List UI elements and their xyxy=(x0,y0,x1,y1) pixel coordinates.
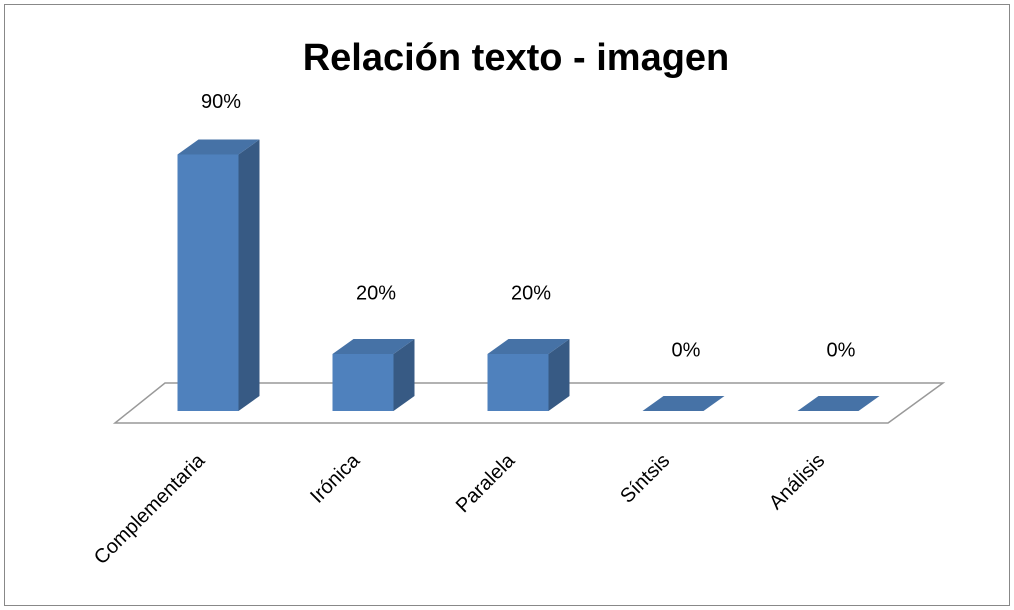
data-label: 20% xyxy=(511,282,551,304)
bar xyxy=(487,339,570,411)
bar-side xyxy=(548,339,570,411)
bar-front xyxy=(177,154,239,411)
data-label: 0% xyxy=(672,339,701,361)
bar xyxy=(642,396,725,411)
bar-top xyxy=(797,396,880,411)
chart-title: Relación texto - imagen xyxy=(303,37,730,79)
bar-top xyxy=(487,339,570,354)
bar-top xyxy=(177,139,260,155)
chart-frame xyxy=(4,4,1010,606)
bar-front xyxy=(487,354,549,411)
bar xyxy=(177,139,260,411)
bar xyxy=(332,339,415,411)
bar-side xyxy=(238,139,260,411)
bar-front xyxy=(332,354,394,411)
bar xyxy=(797,396,880,411)
data-label: 20% xyxy=(356,282,396,304)
data-label: 90% xyxy=(201,91,241,113)
data-label: 0% xyxy=(827,339,856,361)
bar-side xyxy=(393,339,415,411)
bar-top xyxy=(332,339,415,354)
bar-top xyxy=(642,396,725,411)
